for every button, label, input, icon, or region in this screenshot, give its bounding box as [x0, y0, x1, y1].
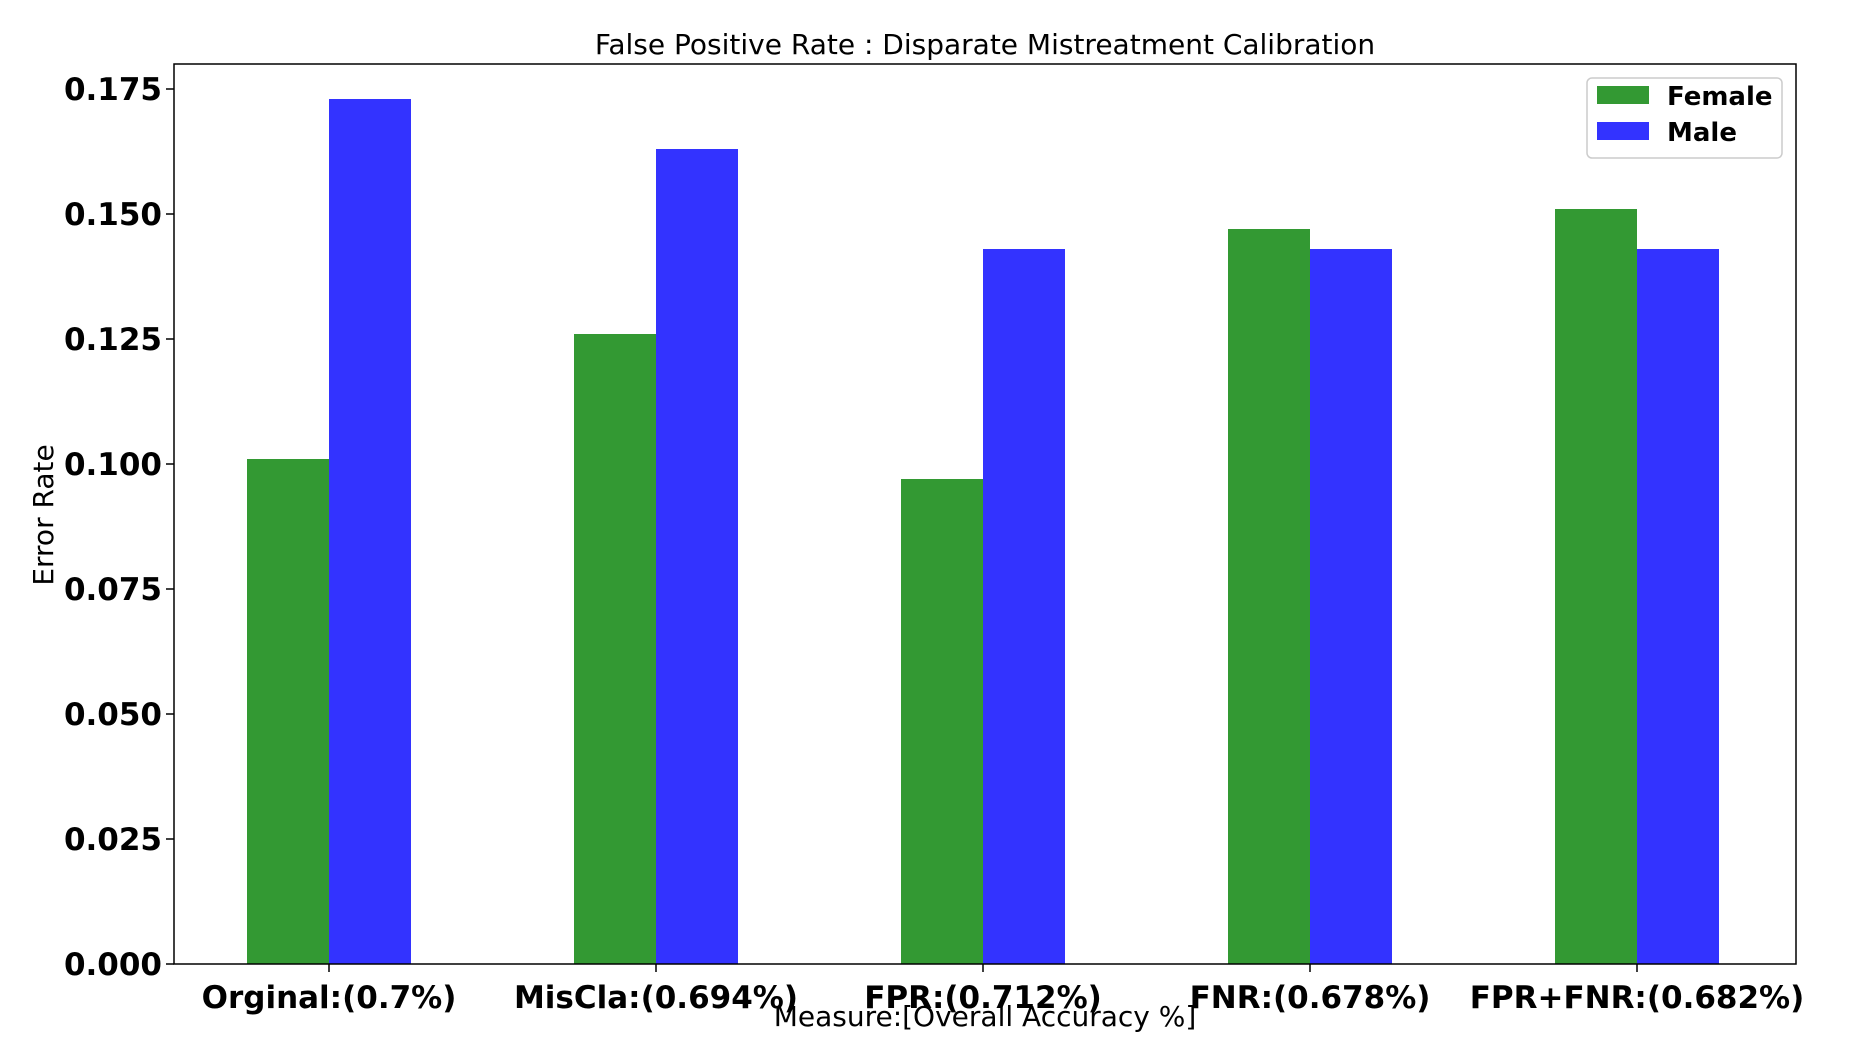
x-tick-label: FPR:(0.712%)	[864, 980, 1102, 1016]
y-axis-title: Error Rate	[27, 444, 60, 585]
y-tick-label: 0.075	[64, 572, 162, 608]
x-axis-ticks: Orginal:(0.7%) MisCla:(0.694%) FPR:(0.712%…	[202, 964, 1805, 1016]
x-tick-label: FNR:(0.678%)	[1190, 980, 1431, 1016]
y-tick-label: 0.125	[64, 322, 162, 358]
bar-male-1	[656, 149, 738, 964]
bar-female-1	[574, 334, 656, 964]
chart-title: False Positive Rate : Disparate Mistreat…	[595, 28, 1375, 61]
bar-female-2	[901, 479, 983, 964]
bar-female-4	[1555, 209, 1637, 964]
legend-swatch-female	[1597, 86, 1649, 104]
legend-label-female: Female	[1667, 82, 1773, 112]
bar-male-0	[329, 99, 411, 964]
bar-male-4	[1637, 249, 1719, 964]
x-tick-label: FPR+FNR:(0.682%)	[1470, 980, 1805, 1016]
legend-label-male: Male	[1667, 118, 1737, 148]
y-tick-label: 0.050	[64, 697, 162, 733]
y-tick-label: 0.025	[64, 822, 162, 858]
y-tick-label: 0.150	[64, 197, 162, 233]
x-tick-label: MisCla:(0.694%)	[514, 980, 798, 1016]
x-axis-title: Measure:[Overall Accuracy %]	[774, 1000, 1197, 1033]
bars-group	[247, 99, 1719, 964]
bar-female-3	[1228, 229, 1310, 964]
legend: Female Male	[1586, 77, 1783, 159]
y-tick-label: 0.100	[64, 447, 162, 483]
y-axis-ticks: 0.000 0.025 0.050 0.075 0.100 0.125 0.150 0.175	[64, 72, 174, 983]
bar-female-0	[247, 459, 329, 964]
plot-frame	[173, 63, 1797, 965]
bar-male-3	[1310, 249, 1392, 964]
y-tick-label: 0.175	[64, 72, 162, 108]
bar-male-2	[983, 249, 1065, 964]
legend-swatch-male	[1597, 122, 1649, 140]
x-tick-label: Orginal:(0.7%)	[202, 980, 457, 1016]
y-tick-label: 0.000	[64, 947, 162, 983]
